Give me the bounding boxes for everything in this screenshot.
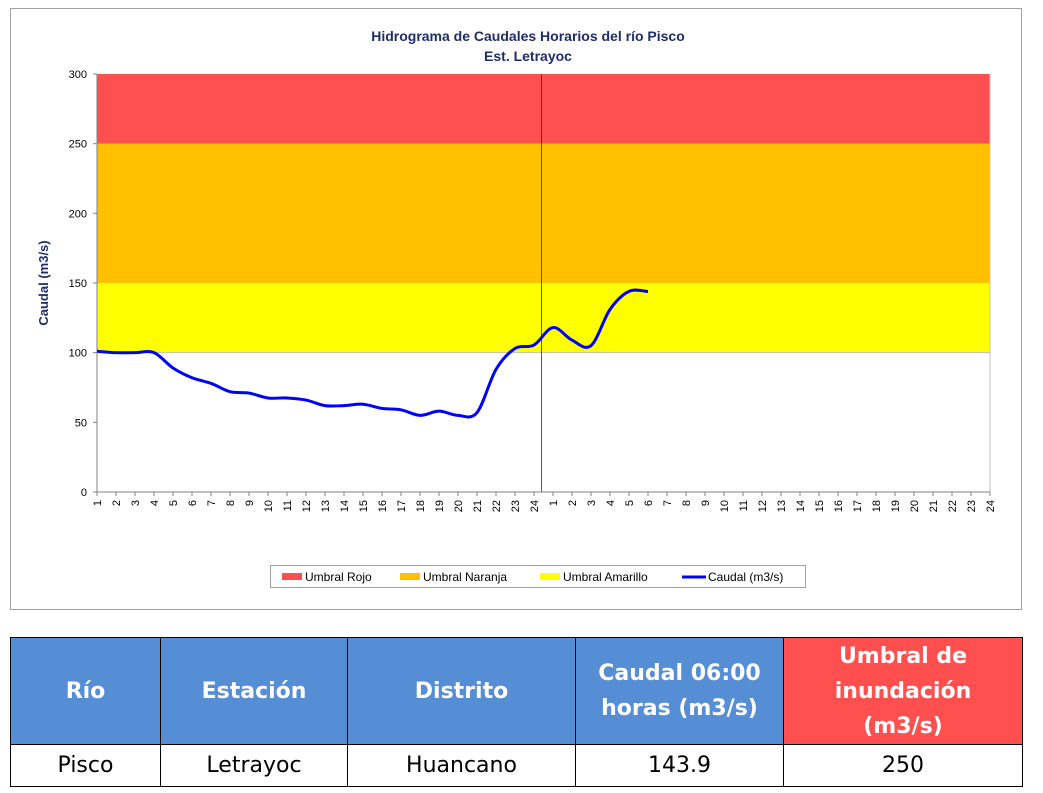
series-line — [96, 288, 649, 419]
legend-swatch — [282, 573, 302, 580]
cell: Pisco — [10, 744, 161, 787]
cell: 250 — [783, 744, 1023, 787]
header-cell: Umbral de inundación (m3/s) — [783, 637, 1023, 745]
x-tick-label: 5 — [168, 500, 180, 506]
y-tick-label: 200 — [69, 208, 87, 220]
header-row: Río Estación Distrito Caudal 06:00 horas… — [10, 637, 1023, 745]
legend-label: Umbral Amarillo — [563, 570, 648, 584]
x-tick-label: 19 — [890, 500, 902, 512]
chart-subtitle: Est. Letrayoc — [484, 48, 572, 64]
threshold-band — [97, 143, 990, 283]
x-tick-label: 8 — [681, 500, 693, 506]
x-tick-label: 17 — [852, 500, 864, 512]
x-tick-label: 2 — [111, 500, 123, 506]
y-tick-label: 150 — [69, 278, 87, 290]
y-tick-label: 100 — [69, 348, 87, 360]
cell: Letrayoc — [160, 744, 348, 787]
header-cell: Estación — [160, 637, 348, 745]
x-tick-label: 22 — [491, 500, 503, 512]
x-tick-label: 2 — [567, 500, 579, 506]
x-tick-label: 6 — [187, 500, 199, 506]
x-tick-label: 21 — [928, 500, 940, 512]
x-tick-label: 12 — [757, 500, 769, 512]
x-tick-label: 20 — [453, 500, 465, 512]
threshold-band — [97, 74, 990, 144]
x-tick-label: 4 — [149, 500, 161, 506]
x-tick-label: 11 — [282, 500, 294, 511]
x-tick-label: 9 — [244, 500, 256, 506]
y-tick-label: 300 — [69, 69, 87, 81]
x-tick-label: 23 — [966, 500, 978, 512]
y-tick-label: 0 — [81, 487, 87, 499]
x-tick-label: 10 — [719, 500, 731, 512]
y-axis-label: Caudal (m3/s) — [36, 240, 51, 325]
x-tick-label: 1 — [548, 500, 560, 506]
x-tick-label: 15 — [814, 500, 826, 512]
header-cell: Caudal 06:00 horas (m3/s) — [575, 637, 784, 745]
x-tick-label: 18 — [871, 500, 883, 512]
x-tick-label: 9 — [700, 500, 712, 506]
x-tick-label: 24 — [985, 500, 997, 512]
x-tick-label: 11 — [738, 500, 750, 511]
header-cell: Río — [10, 637, 161, 745]
legend-label: Umbral Rojo — [305, 570, 372, 584]
data-row: Pisco Letrayoc Huancano 143.9 250 — [10, 744, 1023, 787]
x-tick-label: 10 — [263, 500, 275, 512]
x-tick-label: 14 — [339, 500, 351, 512]
x-tick-label: 7 — [662, 500, 674, 506]
x-tick-label: 23 — [510, 500, 522, 512]
x-tick-label: 19 — [434, 500, 446, 512]
x-tick-label: 20 — [909, 500, 921, 512]
data-table: Río Estación Distrito Caudal 06:00 horas… — [10, 637, 1023, 787]
x-tick-label: 15 — [358, 500, 370, 512]
x-tick-label: 18 — [415, 500, 427, 512]
legend-label: Caudal (m3/s) — [708, 570, 783, 584]
x-tick-label: 17 — [396, 500, 408, 512]
x-tick-label: 3 — [130, 500, 142, 506]
x-tick-label: 14 — [795, 500, 807, 512]
legend-label: Umbral Naranja — [423, 570, 507, 584]
x-tick-label: 8 — [225, 500, 237, 506]
y-tick-label: 250 — [69, 139, 87, 151]
x-tick-label: 6 — [643, 500, 655, 506]
legend-frame — [270, 565, 806, 588]
x-tick-label: 5 — [624, 500, 636, 506]
cell: Huancano — [347, 744, 576, 787]
x-tick-label: 16 — [833, 500, 845, 512]
x-tick-label: 4 — [605, 500, 617, 506]
x-tick-label: 7 — [206, 500, 218, 506]
x-tick-label: 3 — [586, 500, 598, 506]
x-tick-label: 13 — [320, 500, 332, 512]
x-tick-label: 12 — [301, 500, 313, 512]
cell: 143.9 — [575, 744, 784, 787]
x-tick-label: 13 — [776, 500, 788, 512]
chart: Hidrograma de Caudales Horarios del río … — [10, 8, 1022, 610]
x-tick-label: 16 — [377, 500, 389, 512]
legend-swatch — [400, 573, 420, 580]
header-cell: Distrito — [347, 637, 576, 745]
x-tick-label: 21 — [472, 500, 484, 512]
legend-swatch — [540, 573, 560, 580]
x-tick-label: 22 — [947, 500, 959, 512]
chart-title: Hidrograma de Caudales Horarios del río … — [371, 28, 685, 44]
x-tick-label: 24 — [529, 500, 541, 512]
y-tick-label: 50 — [75, 417, 87, 429]
x-tick-label: 1 — [92, 500, 104, 506]
threshold-band — [97, 283, 990, 353]
